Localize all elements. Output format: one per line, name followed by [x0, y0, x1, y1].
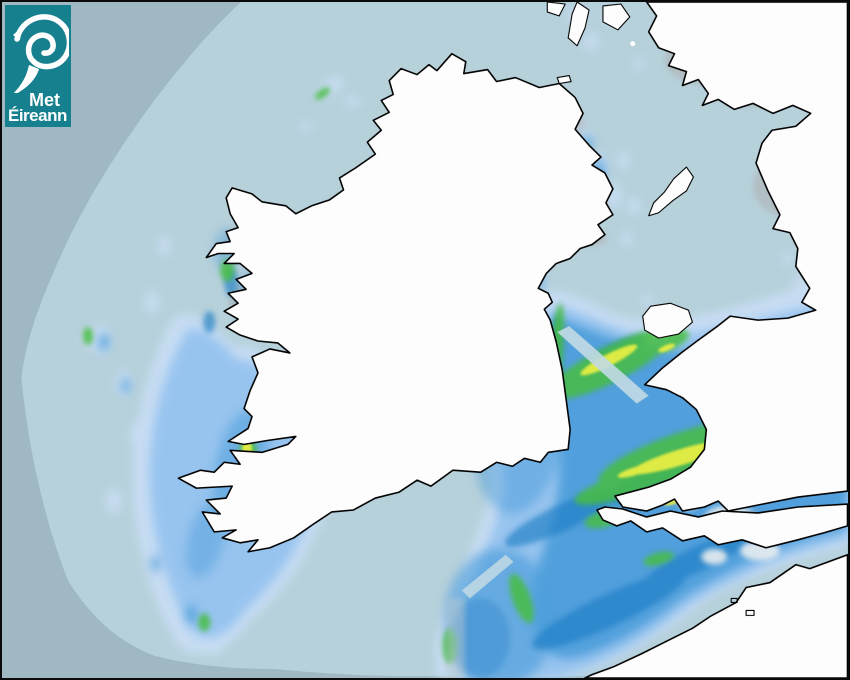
logo-line-2: Éireann — [8, 106, 67, 125]
channel-island — [745, 609, 755, 616]
channel-island — [730, 597, 738, 603]
range-edge-band — [446, 598, 465, 678]
logo-text: Met Éireann — [5, 90, 71, 125]
beam-blockage-wedge — [557, 326, 649, 404]
met-eireann-swirl-logo — [13, 14, 69, 93]
logo-line-1: Met — [29, 90, 60, 110]
met-eireann-logo: Met Éireann — [5, 5, 71, 127]
beam-blockage-wedge — [461, 554, 514, 599]
coastlines — [177, 2, 848, 678]
ailsa-craig-island — [630, 41, 636, 47]
